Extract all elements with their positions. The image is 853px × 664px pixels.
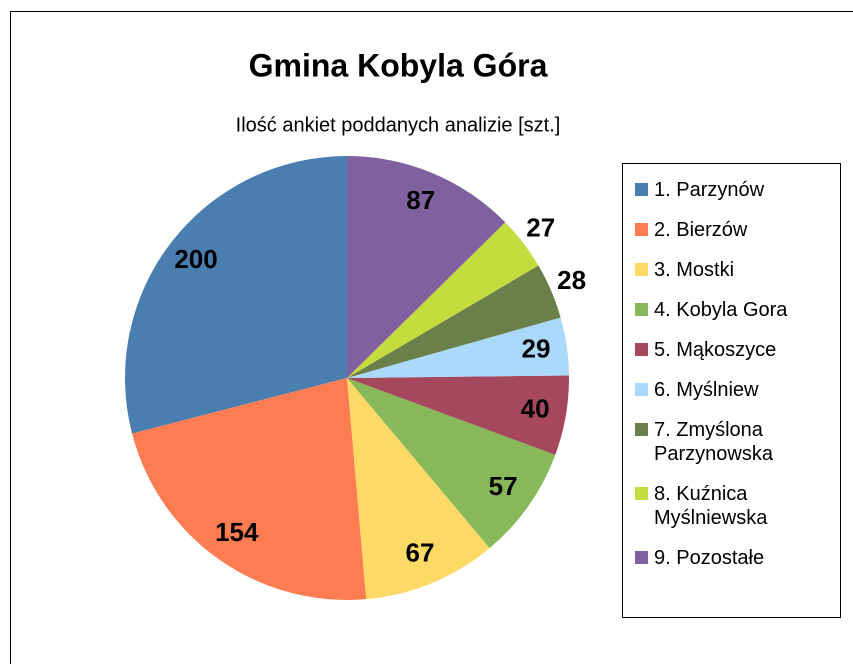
legend-label: 5. Mąkoszyce	[654, 339, 777, 361]
legend-swatch	[635, 223, 648, 236]
legend-label: 4. Kobyla Gora	[654, 299, 788, 321]
data-label: 40	[521, 393, 550, 423]
legend-item: 4. Kobyla Gora	[635, 298, 840, 322]
legend-swatch	[635, 487, 648, 500]
pie-slice	[124, 156, 347, 434]
pie-slice	[347, 317, 569, 378]
pie-slice	[347, 222, 539, 378]
data-label: 29	[521, 334, 550, 364]
legend-label: 9. Pozostałe	[654, 547, 765, 569]
legend-swatch	[635, 383, 648, 396]
legend-swatch	[635, 551, 648, 564]
legend-item: 3. Mostki	[635, 258, 840, 282]
chart-subtitle: Ilość ankiet poddanych analizie [szt.]	[236, 114, 561, 136]
legend-swatch	[635, 423, 648, 436]
pie-slice	[347, 156, 506, 378]
pie-slice	[347, 378, 556, 549]
data-label: 57	[489, 471, 518, 501]
data-label: 67	[406, 537, 435, 567]
data-label: 87	[406, 185, 435, 215]
pie-slice	[347, 378, 490, 600]
data-label: 27	[526, 212, 555, 242]
legend-item: 7. Zmyślona Parzynowska	[635, 418, 840, 466]
chart-title: Gmina Kobyla Góra	[249, 47, 548, 83]
legend-item: 8. Kuźnica Myślniewska	[635, 482, 840, 530]
legend-item: 2. Bierzów	[635, 218, 840, 242]
legend-swatch	[635, 263, 648, 276]
data-label: 28	[557, 265, 586, 295]
legend-label: 3. Mostki	[654, 259, 735, 281]
legend-swatch	[635, 343, 648, 356]
legend-item: 5. Mąkoszyce	[635, 338, 840, 362]
legend-label: 2. Bierzów	[654, 219, 748, 241]
legend-item: 6. Myślniew	[635, 378, 840, 402]
legend-label: 1. Parzynów	[654, 179, 765, 201]
frame	[10, 11, 853, 664]
pie-slice	[347, 375, 569, 455]
legend-swatch	[635, 183, 648, 196]
legend-item: 1. Parzynów	[635, 178, 840, 202]
legend-item: 9. Pozostałe	[635, 546, 840, 570]
data-label: 154	[215, 517, 259, 547]
legend: 1. Parzynów 2. Bierzów 3. Mostki 4. Kobyla …	[622, 163, 841, 618]
legend-swatch	[635, 303, 648, 316]
legend-label: 6. Myślniew	[654, 379, 759, 401]
legend-label: 7. Zmyślona Parzynowska	[654, 419, 773, 465]
pie-slice	[347, 265, 561, 378]
legend-label: 8. Kuźnica Myślniewska	[654, 483, 768, 529]
pie-slice	[132, 378, 367, 601]
data-label: 200	[174, 244, 217, 274]
